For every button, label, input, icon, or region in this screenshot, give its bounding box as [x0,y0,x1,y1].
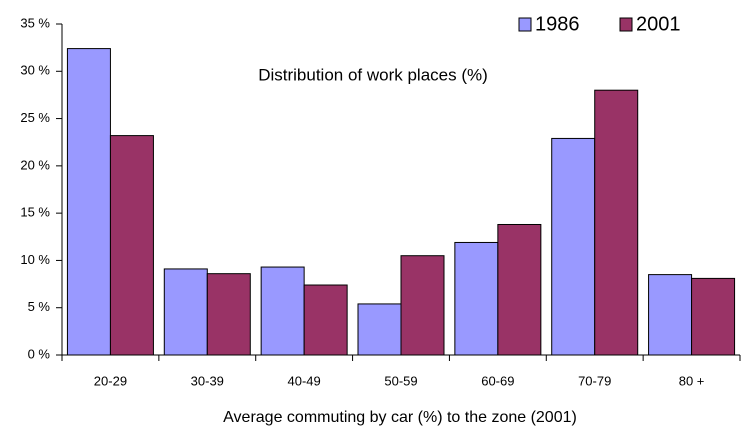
legend-swatch [619,17,633,32]
bar [206,273,251,356]
y-tick-label: 15 % [20,205,50,220]
x-tick-label: 80 + [679,373,705,388]
x-tick-label: 30-39 [191,373,224,388]
x-tick-label: 70-79 [578,373,611,388]
x-tick-label: 40-49 [288,373,321,388]
legend-label: 2001 [636,13,681,35]
y-tick-label: 25 % [20,110,50,125]
x-tick-label: 60-69 [481,373,514,388]
bar [551,137,596,356]
annotation: Distribution of work places (%) [258,65,488,84]
bar [454,241,499,356]
bar [66,48,111,356]
bar [163,268,208,356]
y-tick-label: 10 % [20,252,50,267]
legend-label: 1986 [535,13,580,35]
bar [497,223,542,356]
bar [594,89,639,356]
x-tick-label: 50-59 [384,373,417,388]
y-tick-label: 0 % [28,346,51,361]
bar [691,277,736,356]
legend-swatch [518,17,532,32]
x-tick-label: 20-29 [94,373,127,388]
bar [400,255,445,356]
x-axis-label: Average commuting by car (%) to the zone… [223,409,577,426]
y-tick-label: 30 % [20,63,50,78]
y-tick-label: 20 % [20,157,50,172]
bar [648,274,693,356]
bar [357,303,402,356]
bar [303,284,348,356]
bar [109,135,154,356]
y-tick-label: 5 % [28,299,51,314]
y-tick-label: 35 % [20,15,50,30]
bar [260,266,305,356]
